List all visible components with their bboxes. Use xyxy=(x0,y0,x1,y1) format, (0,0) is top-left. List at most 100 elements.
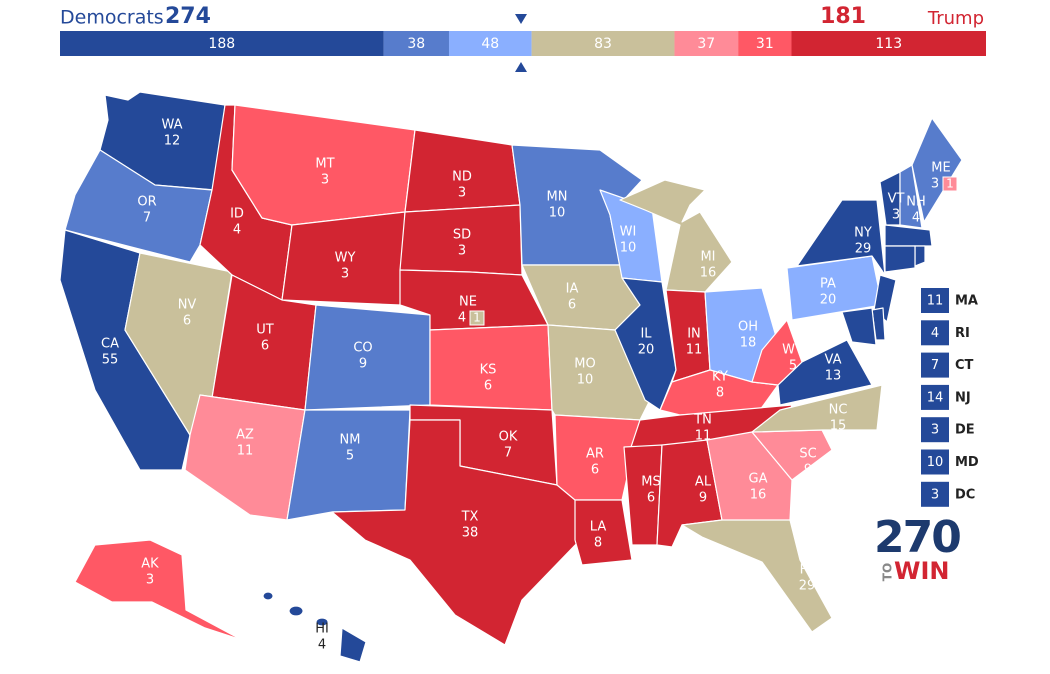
state xyxy=(304,304,431,411)
callout-box xyxy=(921,320,949,346)
district-votes: 1 xyxy=(473,311,481,325)
state-votes: 6 xyxy=(183,314,191,329)
bar-segment-label: 48 xyxy=(481,36,499,52)
state-votes: 38 xyxy=(462,526,479,541)
state-votes: 4 xyxy=(458,311,466,326)
state xyxy=(74,539,243,641)
state-votes: 5 xyxy=(789,359,797,374)
state-abbr: ME xyxy=(931,161,950,176)
callout-box xyxy=(921,481,949,507)
state-abbr: OR xyxy=(137,195,156,210)
state-votes: 6 xyxy=(647,491,655,506)
state-abbr: MN xyxy=(547,190,568,205)
vote-bar: 188 38 48 83 37 31 113 xyxy=(60,31,986,56)
state-abbr: VA xyxy=(825,353,842,368)
bar-segment xyxy=(791,31,986,56)
bar-segment-label: 83 xyxy=(594,36,612,52)
callout-box xyxy=(921,417,949,443)
callout-box xyxy=(921,449,949,475)
state-abbr: SD xyxy=(453,228,471,243)
logo: 270 TO WIN xyxy=(874,512,962,585)
threshold-marker-bottom xyxy=(515,62,527,72)
state-abbr: NV xyxy=(178,298,197,313)
state xyxy=(751,319,803,386)
state-votes: 9 xyxy=(699,491,707,506)
threshold-marker-top xyxy=(515,14,527,24)
callout-votes: 10 xyxy=(927,455,944,470)
bar-segment-label: 188 xyxy=(208,36,235,52)
state-votes: 3 xyxy=(321,173,329,188)
district-box xyxy=(942,176,958,192)
callout-abbr: DE xyxy=(955,423,975,438)
state-abbr: CO xyxy=(353,341,372,356)
district-box xyxy=(469,310,485,326)
state-votes: 13 xyxy=(825,369,842,384)
callout-box xyxy=(921,384,949,410)
state-votes: 3 xyxy=(341,267,349,282)
state-votes: 6 xyxy=(261,339,269,354)
state-votes: 11 xyxy=(686,343,703,358)
state-votes: 10 xyxy=(620,241,637,256)
bar-segment-label: 38 xyxy=(407,36,425,52)
bar-segment xyxy=(531,31,675,56)
state-abbr: MS xyxy=(641,475,660,490)
callout-abbr: DC xyxy=(955,487,975,502)
state-abbr: ND xyxy=(452,170,472,185)
callout-votes: 11 xyxy=(927,294,944,309)
callout-abbr: RI xyxy=(955,326,970,341)
rep-total: 181 xyxy=(820,4,866,29)
bar-segment xyxy=(674,31,739,56)
state xyxy=(574,499,633,566)
state-votes: 7 xyxy=(504,446,512,461)
state-abbr: MO xyxy=(574,357,595,372)
state-votes: 55 xyxy=(102,353,119,368)
bar-segment xyxy=(60,31,384,56)
state-votes: 6 xyxy=(568,298,576,313)
logo-to: TO xyxy=(881,563,895,581)
state-abbr: VT xyxy=(888,192,905,207)
state-abbr: FL xyxy=(800,563,815,578)
state-votes: 9 xyxy=(359,357,367,372)
state-votes: 4 xyxy=(318,638,326,653)
state-votes: 4 xyxy=(233,223,241,238)
state-votes: 6 xyxy=(591,463,599,478)
state-votes: 20 xyxy=(820,293,837,308)
state-votes: 3 xyxy=(146,573,154,588)
state xyxy=(911,117,963,223)
dem-label: Democrats xyxy=(60,7,164,29)
state-votes: 10 xyxy=(549,206,566,221)
state-abbr: OH xyxy=(738,320,758,335)
state-votes: 7 xyxy=(143,211,151,226)
state-abbr: MI xyxy=(700,250,715,265)
state-abbr: NY xyxy=(854,226,872,241)
state-abbr: LA xyxy=(590,520,607,535)
state xyxy=(331,419,581,646)
state-votes: 16 xyxy=(700,266,717,281)
small-state-list: 11 MA 4 RI 7 CT 14 NJ 3 DE 10 MD 3 DC xyxy=(921,288,979,507)
logo-number: 270 xyxy=(874,512,960,563)
state-abbr: AR xyxy=(586,447,604,462)
state-abbr: NH xyxy=(906,195,926,210)
state-votes: 6 xyxy=(484,379,492,394)
callout-abbr: NJ xyxy=(955,390,971,405)
state-votes: 4 xyxy=(912,211,920,226)
state-abbr: SC xyxy=(799,447,816,462)
state-votes: 16 xyxy=(750,488,767,503)
state-abbr: WV xyxy=(782,343,804,358)
callout-votes: 14 xyxy=(927,390,944,405)
dem-total: 274 xyxy=(165,4,211,29)
state-abbr: HI xyxy=(315,622,329,637)
state-abbr: WI xyxy=(620,225,637,240)
state xyxy=(614,277,677,411)
bar-segment xyxy=(383,31,449,56)
state xyxy=(796,199,886,276)
state-votes: 15 xyxy=(830,419,847,434)
bar-segment-label: 37 xyxy=(697,36,715,52)
bar-segment xyxy=(738,31,792,56)
bar-segment xyxy=(448,31,532,56)
callout-abbr: MD xyxy=(955,455,979,470)
state-votes: 11 xyxy=(695,429,712,444)
state xyxy=(64,149,213,263)
state-abbr: ID xyxy=(230,207,244,222)
